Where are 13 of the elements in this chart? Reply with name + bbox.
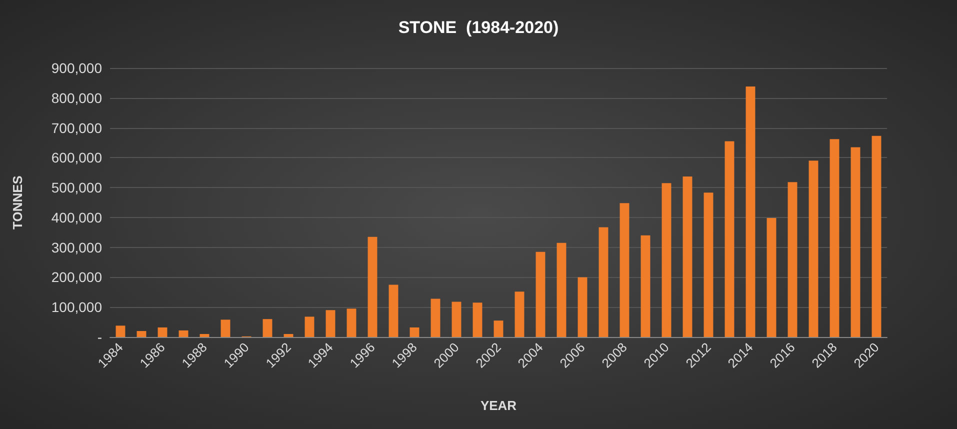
y-tick-label: 500,000: [51, 180, 102, 196]
y-tick-label: -: [97, 329, 102, 345]
y-tick-label: 200,000: [51, 269, 102, 286]
x-axis-title: YEAR: [480, 398, 518, 413]
y-tick-label: 700,000: [51, 120, 102, 136]
y-tick-label: 400,000: [51, 209, 102, 226]
y-tick-label: 900,000: [51, 60, 102, 76]
y-tick-label: 100,000: [51, 299, 102, 316]
y-axis-title: TONNES: [10, 175, 25, 230]
y-tick-label: 300,000: [51, 239, 102, 256]
chart-title: STONE (1984-2020): [398, 18, 559, 37]
y-tick-label: 800,000: [51, 90, 102, 106]
y-tick-label: 600,000: [51, 150, 102, 166]
